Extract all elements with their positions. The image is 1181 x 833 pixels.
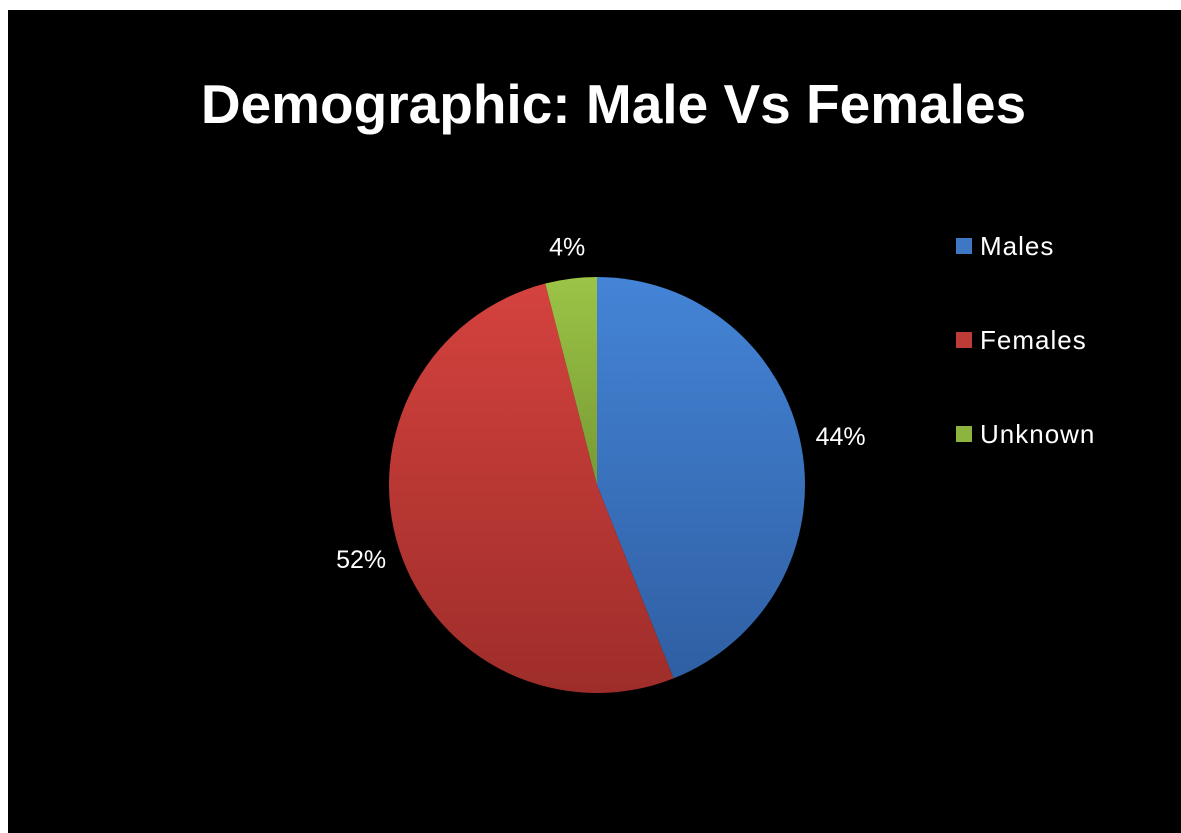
- data-label-unknown: 4%: [549, 233, 585, 261]
- legend-label-females: Females: [980, 325, 1087, 355]
- legend-label-males: Males: [980, 231, 1055, 261]
- pie-slice-females: [388, 283, 674, 693]
- legend-swatch-females: [956, 332, 972, 348]
- legend-item-females: Females: [956, 324, 1176, 356]
- pie-slice-unknown: [545, 277, 597, 485]
- legend-swatch-males: [956, 238, 972, 254]
- legend-item-males: Males: [956, 230, 1176, 262]
- pie-chart: 44% 52% 4%: [336, 233, 866, 693]
- legend: Males Females Unknown: [956, 230, 1176, 512]
- data-label-females: 52%: [336, 546, 386, 574]
- pie-slice-males: [597, 277, 806, 679]
- data-label-males: 44%: [816, 423, 866, 451]
- legend-label-unknown: Unknown: [980, 419, 1096, 449]
- chart-title: Demographic: Male Vs Females: [200, 73, 1027, 135]
- legend-item-unknown: Unknown: [956, 418, 1176, 450]
- legend-swatch-unknown: [956, 426, 972, 442]
- chart-area: Demographic: Male Vs Females 44% 52% 4% Ma…: [8, 10, 1181, 833]
